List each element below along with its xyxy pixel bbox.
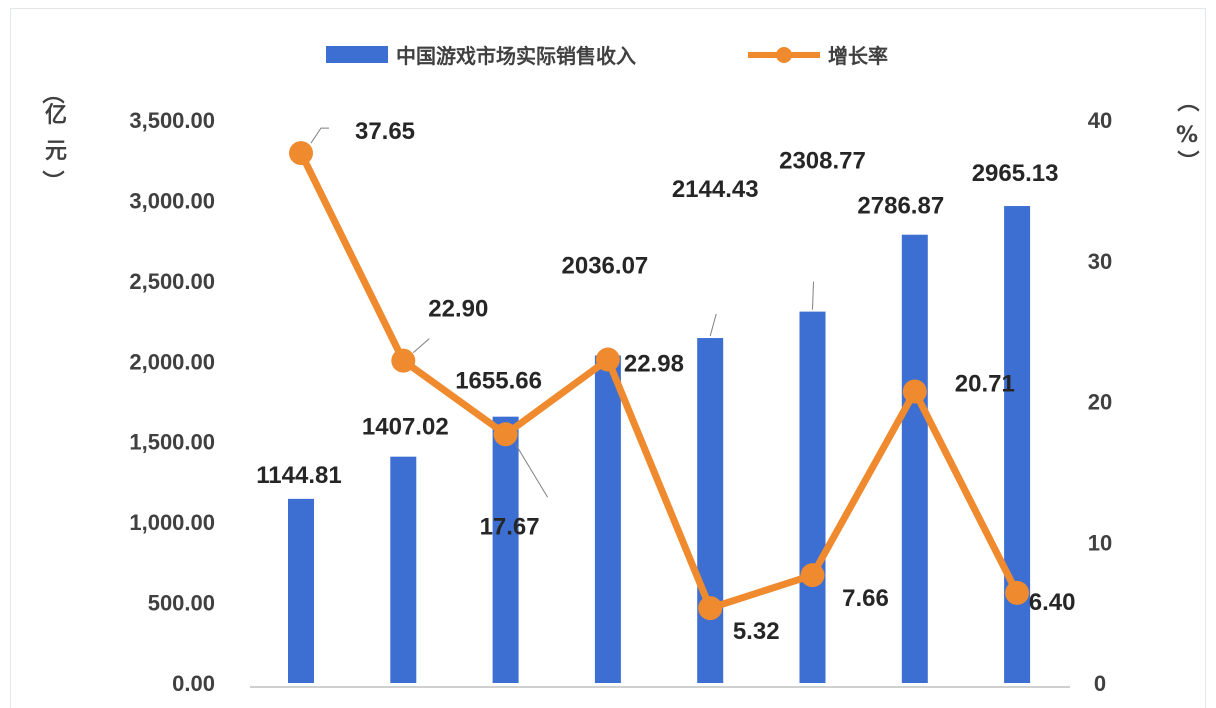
- right-axis-tick-label: 40: [1088, 108, 1112, 133]
- revenue-data-label: 2144.43: [672, 176, 759, 203]
- growth-marker: [391, 348, 416, 373]
- revenue-bar: [697, 338, 724, 683]
- chart-frame: [10, 8, 1206, 708]
- legend-label-growth: 增长率: [828, 44, 888, 68]
- left-axis-unit-char: 元: [45, 139, 67, 164]
- left-axis-unit-char: ）: [39, 170, 64, 192]
- legend: 中国游戏市场实际销售收入 增长率: [326, 44, 888, 68]
- revenue-bar: [799, 311, 826, 683]
- revenue-data-label: 1655.66: [455, 368, 542, 395]
- left-axis-unit-char: 亿: [45, 103, 67, 128]
- legend-swatch-growth-marker: [776, 47, 792, 63]
- revenue-data-label: 1407.02: [362, 414, 449, 441]
- revenue-bar: [288, 498, 314, 683]
- left-axis-ticks: 0.00 500.00 1,000.00 1,500.00 2,000.00 2,500.…: [129, 108, 215, 696]
- revenue-data-label: 2786.87: [857, 193, 944, 220]
- revenue-bar: [901, 234, 928, 684]
- left-axis-tick-label: 1,500.00: [129, 430, 215, 455]
- growth-data-labels: 37.65 22.90 17.67 22.98 5.32 7.66 20.71 6.40: [310, 118, 1076, 645]
- growth-data-label: 22.90: [428, 296, 488, 323]
- right-axis-unit-char: （: [1174, 90, 1199, 112]
- legend-label-revenue: 中国游戏市场实际销售收入: [396, 44, 636, 68]
- growth-line: [297, 149, 1021, 612]
- revenue-data-label: 2308.77: [779, 148, 866, 175]
- revenue-bar: [594, 355, 621, 683]
- left-axis-tick-label: 3,000.00: [129, 188, 215, 213]
- growth-marker: [493, 422, 518, 447]
- growth-data-label: 20.71: [955, 371, 1015, 398]
- growth-marker: [902, 379, 927, 404]
- left-axis-unit: （亿元 ）: [39, 82, 67, 192]
- growth-data-label: 6.40: [1029, 589, 1076, 616]
- growth-label-leader: [310, 127, 329, 144]
- right-axis-tick-label: 30: [1088, 249, 1112, 274]
- growth-data-label: 7.66: [842, 585, 889, 612]
- growth-label-leader: [412, 338, 430, 354]
- left-axis-tick-label: 0.00: [172, 671, 215, 696]
- growth-data-label: 17.67: [480, 513, 540, 540]
- left-axis-tick-label: 2,000.00: [129, 349, 215, 374]
- right-axis-tick-label: 0: [1094, 671, 1106, 696]
- left-axis-tick-label: 3,500.00: [129, 108, 215, 133]
- growth-marker: [800, 563, 825, 588]
- growth-data-label: 5.32: [733, 618, 780, 645]
- growth-marker: [289, 141, 313, 166]
- right-axis-unit: （%）: [1174, 90, 1199, 172]
- revenue-data-label: 2036.07: [562, 252, 649, 279]
- growth-marker: [698, 596, 723, 621]
- left-axis-tick-label: 2,500.00: [129, 269, 215, 294]
- left-axis-tick-label: 1,000.00: [129, 510, 215, 535]
- growth-data-label: 37.65: [355, 118, 415, 145]
- revenue-label-leader: [812, 281, 814, 310]
- growth-marker: [595, 347, 620, 372]
- growth-data-label: 22.98: [624, 351, 684, 378]
- revenue-data-label: 2965.13: [972, 160, 1059, 187]
- bar-series: [288, 206, 1031, 684]
- right-axis-ticks: 0 10 20 30 40: [1088, 108, 1112, 696]
- revenue-bar: [390, 456, 417, 683]
- legend-swatch-revenue: [326, 46, 388, 63]
- revenue-label-leader: [709, 313, 717, 337]
- revenue-bar: [492, 416, 519, 683]
- growth-line-series: [289, 141, 1030, 621]
- growth-marker: [1005, 580, 1030, 605]
- right-axis-tick-label: 20: [1088, 390, 1112, 415]
- right-axis-tick-label: 10: [1088, 530, 1112, 555]
- revenue-data-label: 1144.81: [256, 462, 341, 489]
- revenue-bar: [1004, 206, 1031, 683]
- right-axis-unit-char: ）: [1174, 150, 1199, 172]
- left-axis-unit-char: （: [39, 82, 64, 104]
- right-axis-unit-char: %: [1176, 123, 1198, 148]
- left-axis-tick-label: 500.00: [148, 591, 215, 616]
- growth-label-leader: [515, 444, 549, 498]
